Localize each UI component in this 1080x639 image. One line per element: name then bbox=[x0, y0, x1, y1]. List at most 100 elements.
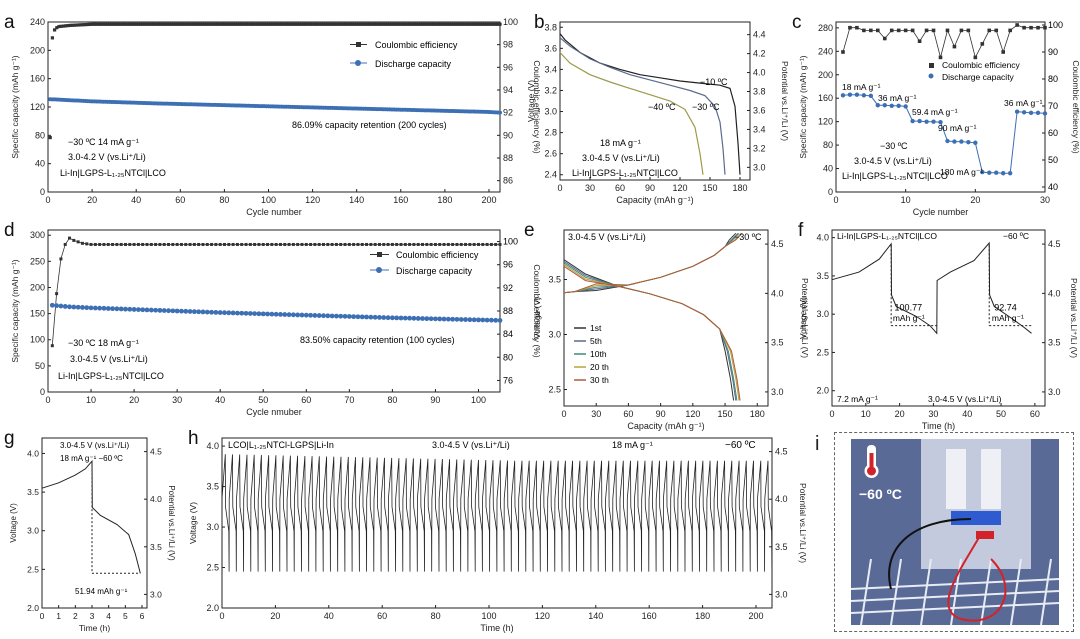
retention-label: 86.09% capacity retention (200 cycles) bbox=[292, 120, 447, 130]
capacity-point bbox=[924, 119, 929, 124]
ce-point bbox=[848, 25, 852, 30]
ce-point bbox=[222, 242, 226, 246]
ce-point bbox=[269, 22, 273, 26]
ce-point bbox=[458, 22, 462, 26]
x-tick-label: 50 bbox=[258, 395, 268, 405]
y-tick-label: 3.5 bbox=[548, 275, 561, 285]
annotation: Li-In|LGPS-L₁.₂₅NTCl|LCO bbox=[842, 171, 948, 181]
ce-point bbox=[478, 22, 482, 26]
capacity-point bbox=[110, 306, 115, 312]
y2-axis-label: Potential vs.Li⁺/Li (V) bbox=[167, 485, 176, 561]
ce-point bbox=[980, 42, 985, 46]
ce-point bbox=[304, 22, 308, 26]
ce-point bbox=[352, 22, 357, 26]
holder-post-right bbox=[981, 449, 1001, 509]
x-tick-label: 30 bbox=[585, 183, 595, 193]
y-tick-label: 2.5 bbox=[816, 347, 829, 357]
x-tick-label: 120 bbox=[685, 409, 700, 419]
x-tick-label: 80 bbox=[431, 611, 441, 621]
ce-point bbox=[167, 22, 171, 26]
ce-point bbox=[295, 22, 299, 26]
ce-point bbox=[233, 22, 238, 26]
x-axis-label: Time (h) bbox=[79, 623, 110, 633]
ce-point bbox=[236, 22, 240, 26]
capacity-point bbox=[454, 316, 460, 322]
capacity-point bbox=[88, 305, 94, 311]
capacity-point bbox=[938, 120, 943, 125]
ce-point bbox=[408, 22, 412, 26]
y2-tick-label: 40 bbox=[1048, 182, 1058, 192]
x-tick-label: 60 bbox=[1030, 409, 1040, 419]
ce-point bbox=[192, 242, 196, 246]
ce-point bbox=[1022, 25, 1026, 30]
ce-point bbox=[317, 22, 321, 26]
discharge-curve bbox=[559, 52, 704, 175]
discharge-curve bbox=[563, 265, 741, 401]
y-tick-label: 0 bbox=[40, 187, 45, 197]
black-wire bbox=[888, 518, 972, 590]
x-axis-label: Time (h) bbox=[922, 421, 955, 431]
ce-point bbox=[59, 24, 63, 28]
capacity-value: 100.77 bbox=[895, 302, 923, 312]
y2-tick-label: 4.0 bbox=[150, 494, 162, 504]
ce-point bbox=[145, 242, 149, 246]
x-tick-label: 80 bbox=[219, 195, 229, 205]
y-axis-label: Voltage (V) bbox=[9, 503, 18, 543]
capacity-unit: mAh g⁻¹ bbox=[992, 313, 1024, 323]
capacity-point bbox=[191, 309, 197, 315]
ce-point bbox=[257, 242, 261, 246]
capacity-point bbox=[875, 103, 880, 108]
ce-point bbox=[377, 22, 381, 26]
y-tick-label: 300 bbox=[30, 230, 45, 240]
annotation: −60 ºC bbox=[725, 440, 756, 451]
capacity-point bbox=[377, 315, 382, 320]
ce-point bbox=[869, 28, 873, 33]
panel-e-chart: 0 30 60 90 120 150 180 2.5 3.0 3.5 3.0 3.5 4.0 4.5 Cap… bbox=[524, 220, 810, 431]
panel-g-chart: 0 1 2 3 4 5 6 2.0 2.5 3.0 3.5 4.0 3.0 3.5 4.0 4.5 Time (… bbox=[4, 428, 176, 633]
ce-point bbox=[191, 22, 196, 26]
ce-point bbox=[75, 23, 79, 27]
ce-point bbox=[416, 242, 420, 246]
y-tick-label: 150 bbox=[30, 309, 45, 319]
ce-point bbox=[302, 22, 306, 26]
ce-point bbox=[410, 22, 414, 26]
ce-point bbox=[184, 242, 188, 246]
ce-point bbox=[498, 242, 502, 246]
capacity-point bbox=[398, 315, 404, 321]
ce-point bbox=[326, 242, 330, 246]
ce-point bbox=[396, 22, 401, 26]
ce-point bbox=[211, 22, 215, 26]
capacity-point bbox=[480, 317, 486, 323]
capacity-point bbox=[299, 312, 305, 318]
capacity-point bbox=[71, 304, 77, 310]
ce-point bbox=[494, 242, 498, 246]
ce-point bbox=[438, 242, 442, 246]
ce-point bbox=[163, 22, 167, 26]
ce-point bbox=[386, 242, 390, 246]
x-tick-label: 200 bbox=[748, 611, 763, 621]
ce-point bbox=[59, 257, 63, 261]
ce-point bbox=[165, 22, 169, 26]
rate-label: 36 mA g⁻¹ bbox=[1004, 98, 1043, 108]
capacity-point bbox=[355, 314, 361, 320]
ce-point bbox=[412, 242, 416, 246]
x-tick-label: 90 bbox=[645, 183, 655, 193]
y2-tick-label: 4.5 bbox=[771, 239, 784, 249]
ce-point bbox=[205, 242, 209, 246]
capacity-point bbox=[118, 306, 124, 312]
capacity-point bbox=[273, 311, 279, 317]
annotation: 3.0-4.5 V (vs.Li⁺/Li) bbox=[568, 232, 646, 242]
capacity-point bbox=[1028, 110, 1034, 116]
ce-point bbox=[161, 22, 165, 26]
capacity-point bbox=[230, 310, 236, 316]
capacity-point bbox=[62, 304, 68, 309]
ce-point bbox=[130, 22, 134, 26]
ce-point bbox=[987, 28, 992, 33]
ce-point bbox=[924, 28, 929, 33]
ce-point bbox=[180, 22, 185, 26]
ce-point bbox=[313, 22, 317, 26]
ce-point bbox=[315, 22, 319, 26]
ce-point bbox=[1015, 23, 1019, 27]
ce-point bbox=[284, 22, 288, 26]
ce-point bbox=[333, 22, 337, 26]
